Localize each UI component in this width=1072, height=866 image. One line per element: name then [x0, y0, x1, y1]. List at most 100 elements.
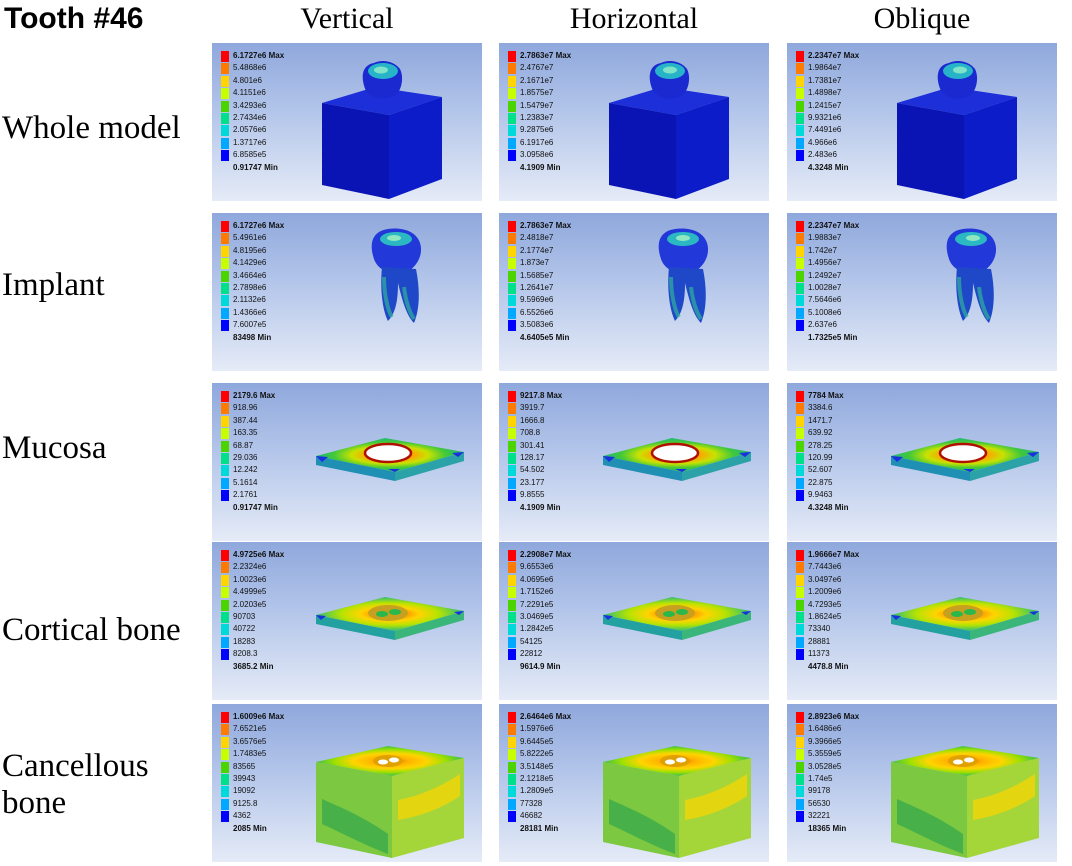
legend-swatch [508, 88, 516, 100]
legend-swatch [221, 440, 229, 452]
legend-entry: 1.9666e7 Max [794, 549, 944, 561]
legend-swatch [221, 574, 229, 586]
legend-value: 11373 [808, 649, 830, 659]
legend-entry: 1.4956e7 [794, 257, 944, 270]
legend-value: 1.2842e5 [520, 624, 554, 634]
panel-whole-vertical: 6.1727e6 Max 5.4868e6 4.801e6 4.1151e6 3.429… [212, 43, 482, 201]
legend-entry: 9.5969e6 [506, 294, 656, 307]
legend-entry: 9.2875e6 [506, 124, 656, 137]
legend-swatch [508, 624, 516, 636]
legend-value: 163.35 [233, 428, 258, 438]
legend-value: 2.1761 [233, 490, 258, 500]
legend-swatch [796, 125, 804, 137]
legend-entry: 1.5479e7 [506, 100, 656, 112]
legend-value: 1.5479e7 [520, 100, 554, 110]
legend-value: 2.0203e5 [233, 599, 267, 609]
legend-value: 6.8585e5 [233, 150, 267, 160]
legend-entry: 9125.8 [219, 798, 369, 810]
legend-value: 2.1671e7 [520, 75, 554, 85]
legend-swatch [508, 233, 516, 245]
legend-entry: 4.3248 Min [794, 502, 944, 514]
legend-entry: 83565 [219, 761, 369, 773]
legend-value: 1.0028e7 [808, 282, 842, 292]
legend-swatch [221, 736, 229, 748]
legend-swatch [796, 295, 804, 307]
panel-cancellous-horizontal: 2.6464e6 Max 1.5976e6 9.6445e5 5.8222e5 3.51… [499, 704, 769, 862]
legend-swatch [508, 465, 516, 477]
legend-entry: 5.4961e6 [219, 232, 369, 245]
legend-value: 5.1008e6 [808, 307, 842, 317]
legend-swatch [221, 307, 229, 319]
legend-value: 1.2809e5 [520, 786, 554, 796]
legend-entry: 1.6009e6 Max [219, 711, 369, 723]
legend-value: 1.4956e7 [808, 258, 842, 268]
legend-swatch [796, 150, 804, 162]
legend-value: 708.8 [520, 428, 541, 438]
legend-value: 4.7293e5 [808, 599, 842, 609]
stress-legend: 6.1727e6 Max 5.4868e6 4.801e6 4.1151e6 3.429… [219, 50, 369, 174]
legend-value: 5.4868e6 [233, 63, 267, 73]
legend-entry: 387.44 [219, 415, 369, 427]
legend-entry: 301.41 [506, 440, 656, 452]
legend-value: 6.1727e6 Max [233, 221, 285, 230]
legend-value: 5.1614 [233, 477, 258, 487]
legend-entry: 23.177 [506, 477, 656, 489]
legend-entry: 3685.2 Min [219, 661, 369, 673]
legend-entry: 278.25 [794, 440, 944, 452]
legend-swatch [221, 636, 229, 648]
legend-value: 4.3248 Min [808, 162, 849, 172]
legend-swatch [508, 736, 516, 748]
legend-value: 90703 [233, 611, 256, 621]
legend-entry: 1.7483e5 [219, 748, 369, 761]
legend-entry: 2.483e6 [794, 149, 944, 162]
legend-entry: 3.5083e6 [506, 319, 656, 332]
legend-entry: 2179.6 Max [219, 390, 369, 402]
legend-value: 2.8923e6 Max [808, 712, 860, 721]
legend-entry: 52.607 [794, 464, 944, 477]
legend-swatch [796, 550, 804, 561]
legend-value: 7.6007e5 [233, 320, 267, 330]
legend-value: 3.0958e6 [520, 150, 554, 160]
legend-value: 128.17 [520, 452, 545, 462]
legend-swatch [796, 307, 804, 319]
legend-entry: 1.5976e6 [506, 723, 656, 736]
legend-swatch [796, 391, 804, 402]
legend-swatch [508, 63, 516, 75]
panel-cortical-oblique: 1.9666e7 Max 7.7443e6 3.0497e6 1.2009e6 4.72… [787, 542, 1057, 700]
legend-entry: 56530 [794, 798, 944, 810]
legend-value: 28181 Min [520, 823, 559, 833]
legend-swatch [221, 258, 229, 270]
legend-entry: 46682 [506, 810, 656, 823]
legend-entry: 1.74e5 [794, 773, 944, 785]
legend-swatch [221, 798, 229, 810]
legend-entry: 18283 [219, 636, 369, 648]
legend-swatch [796, 587, 804, 599]
stress-legend: 2.7863e7 Max 2.4767e7 2.1671e7 1.8575e7 1.54… [506, 50, 656, 174]
legend-entry: 6.8585e5 [219, 149, 369, 162]
legend-value: 3.6576e5 [233, 736, 267, 746]
legend-entry: 9.9463 [794, 489, 944, 502]
legend-entry: 54.502 [506, 464, 656, 477]
legend-entry: 40722 [219, 623, 369, 636]
column-header-horizontal: Horizontal [569, 2, 699, 35]
legend-entry: 2.2324e6 [219, 561, 369, 574]
legend-value: 83498 Min [233, 332, 272, 342]
legend-value: 7784 Max [808, 391, 844, 400]
legend-entry: 68.87 [219, 440, 369, 452]
row-label-cortical: Cortical bone [2, 612, 181, 648]
legend-value: 2.2347e7 Max [808, 221, 860, 230]
legend-value: 7.7443e6 [808, 562, 842, 572]
legend-swatch [221, 221, 229, 232]
legend-entry: 83498 Min [219, 332, 369, 344]
legend-value: 9.6445e5 [520, 736, 554, 746]
legend-swatch [796, 137, 804, 149]
legend-swatch [508, 749, 516, 761]
legend-value: 2.4818e7 [520, 233, 554, 243]
legend-entry: 4.6405e5 Min [506, 332, 656, 344]
legend-entry: 1.4366e6 [219, 307, 369, 319]
stress-legend: 2179.6 Max 918.96 387.44 163.35 68.87 29.036 1… [219, 390, 369, 514]
legend-entry: 32221 [794, 810, 944, 823]
legend-swatch [221, 761, 229, 773]
row-label-implant: Implant [2, 267, 105, 303]
legend-value: 1.2009e6 [808, 587, 842, 597]
